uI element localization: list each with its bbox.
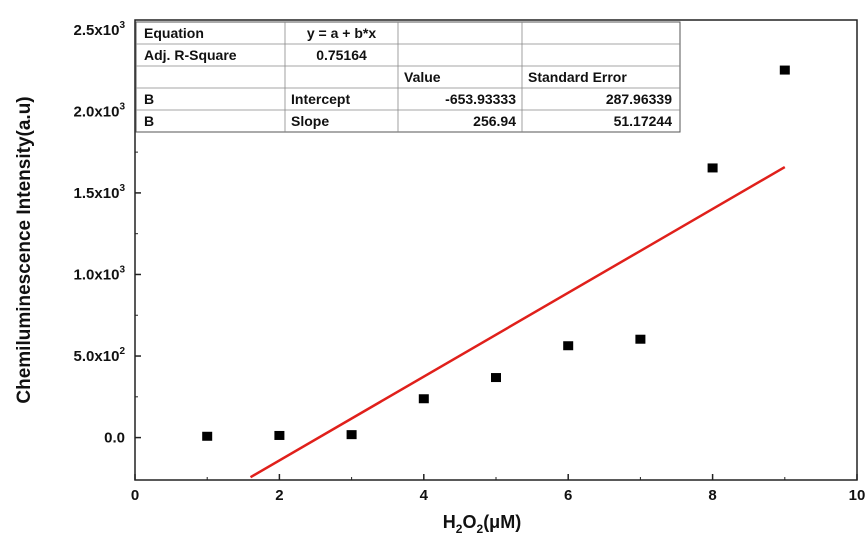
x-axis-title: H2O2(μM): [443, 512, 521, 535]
x-tick-label: 0: [131, 487, 139, 504]
y-tick-label: 1.5x103: [74, 183, 126, 202]
table-cell: 256.94: [473, 113, 516, 129]
x-tick-label: 10: [849, 487, 865, 504]
table-cell: Slope: [291, 113, 329, 129]
table-cell: -653.93333: [445, 91, 516, 107]
x-tick-label: 2: [275, 487, 283, 504]
table-cell: Adj. R-Square: [144, 47, 237, 63]
data-point: [418, 394, 429, 404]
data-point: [346, 430, 357, 440]
data-point: [491, 373, 501, 383]
table-cell: Intercept: [291, 91, 350, 107]
data-point: [779, 65, 790, 75]
table-cell: B: [144, 113, 154, 129]
data-points-layer: [202, 65, 790, 441]
x-tick-label: 4: [420, 487, 429, 504]
fit-results-table: Equation y = a + b*x Adj. R-Square 0.75164 V…: [135, 21, 681, 133]
x-tick-label: 8: [708, 487, 716, 504]
x-axis: 0 2 4 6 8 10: [131, 474, 865, 504]
table-cell: Equation: [144, 25, 204, 41]
data-point: [707, 163, 718, 173]
table-cell: Standard Error: [528, 69, 627, 85]
y-tick-label: 1.0x103: [74, 264, 126, 283]
table-cell: 51.17244: [614, 113, 673, 129]
fit-line: [249, 165, 786, 479]
table-cell: B: [144, 91, 154, 107]
y-axis-title: Chemiluminescence Intensity(a.u): [14, 96, 35, 403]
data-point: [635, 334, 646, 344]
y-axis: 0.0 5.0x102 1.0x103 1.5x103 2.0x103 2.5x103: [74, 20, 141, 447]
y-tick-label: 2.5x103: [74, 20, 126, 39]
table-cell: Value: [404, 69, 441, 85]
table-cell: y = a + b*x: [307, 25, 376, 41]
table-background: [135, 21, 681, 133]
y-tick-label: 0.0: [104, 430, 125, 447]
data-point: [563, 341, 574, 351]
y-tick-label: 5.0x102: [74, 346, 126, 365]
table-cell: 0.75164: [316, 47, 367, 63]
fit-line-layer: [249, 165, 786, 479]
x-tick-label: 6: [564, 487, 572, 504]
table-cell: 287.96339: [606, 91, 672, 107]
data-point: [202, 431, 213, 441]
data-point: [274, 430, 285, 440]
y-tick-label: 2.0x103: [74, 101, 126, 120]
